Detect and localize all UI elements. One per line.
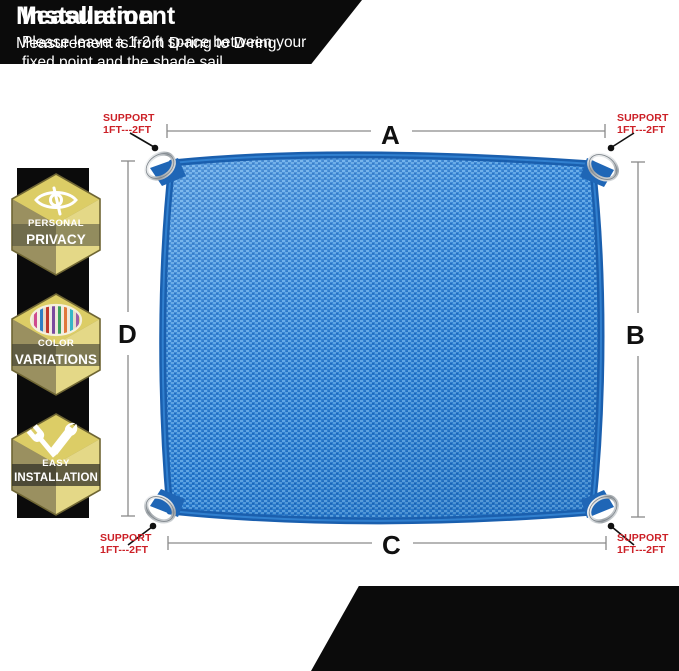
dimension-label-a: A (381, 120, 400, 150)
installation-banner-line1: Please leave a 1-2 ft space between your (22, 34, 307, 51)
d-ring-bottom-right (587, 494, 619, 524)
badge-label-bottom: VARIATIONS (14, 352, 98, 367)
badge-label-top: EASY (42, 458, 70, 469)
d-ring-group (144, 151, 619, 524)
support-callout-top-left: SUPPORT 1FT---2FT (103, 112, 155, 136)
measurement-banner-title: Measurement (16, 2, 175, 30)
d-ring-top-right (587, 152, 619, 182)
badge-label-bottom: INSTALLATION (14, 472, 98, 484)
support-line2: 1FT---2FT (617, 123, 666, 136)
support-callout-top-right: SUPPORT 1FT---2FT (617, 112, 669, 136)
wrench-screwdriver-icon (26, 422, 78, 458)
badge-label-bottom: PRIVACY (26, 232, 86, 247)
support-line1: SUPPORT (617, 532, 669, 544)
sail-fabric (163, 155, 601, 521)
badge-hexagon (11, 293, 101, 396)
badge-personal-privacy: PERSONAL PRIVACY (8, 172, 104, 277)
support-line1: SUPPORT (103, 112, 155, 124)
crossed-eye-icon (34, 186, 78, 216)
dimension-label-d: D (118, 319, 137, 349)
d-ring-top-left (144, 151, 176, 181)
support-line2: 1FT---2FT (617, 543, 666, 556)
badge-label-top: COLOR (37, 338, 75, 349)
badge-color-variations: COLOR VARIATIONS (8, 292, 104, 397)
dimension-label-b: B (626, 320, 645, 350)
measurement-banner (0, 0, 362, 64)
support-line2: 1FT---2FT (103, 123, 152, 136)
measurement-banner-subtitle: Measurement is from D-ring to D-ring (16, 35, 277, 52)
installation-banner (311, 586, 679, 671)
dimension-label-c: C (382, 530, 401, 560)
support-line1: SUPPORT (617, 112, 669, 124)
corner-tabs (150, 158, 614, 518)
installation-banner-title: Installation (22, 2, 154, 30)
support-line2: 1FT---2FT (100, 543, 149, 556)
support-line1: SUPPORT (100, 532, 152, 544)
color-stripes-icon (29, 303, 83, 337)
d-ring-bottom-left (144, 494, 176, 524)
badge-hexagon (11, 413, 101, 516)
badge-hexagon (11, 173, 101, 276)
installation-banner-line2: fixed point and the shade sail (22, 54, 223, 71)
badge-easy-installation: EASY INSTALLATION (8, 412, 104, 517)
support-callout-bottom-left: SUPPORT 1FT---2FT (100, 532, 152, 556)
badge-label-top: PERSONAL (28, 218, 84, 229)
support-callout-bottom-right: SUPPORT 1FT---2FT (617, 532, 669, 556)
